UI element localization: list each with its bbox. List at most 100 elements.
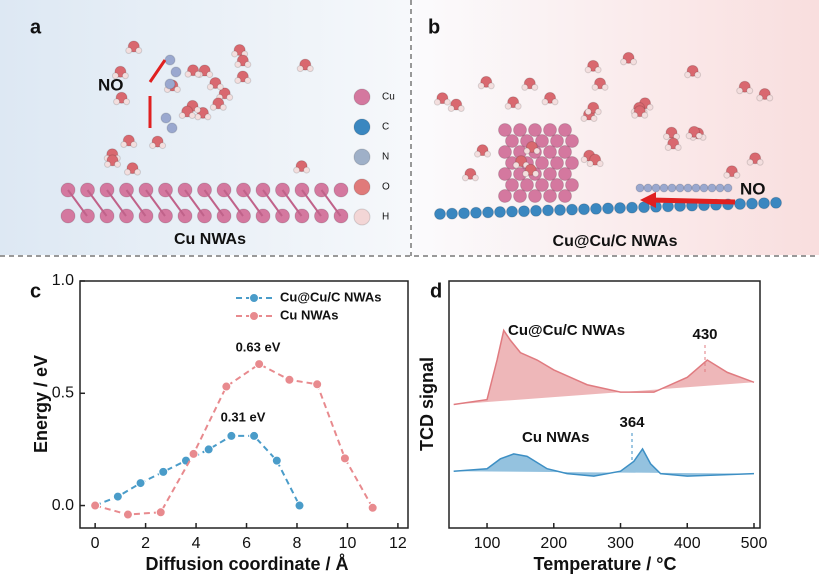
atom (734, 198, 746, 210)
atom (535, 178, 549, 192)
atom (125, 47, 133, 55)
x-tick-label: 400 (674, 535, 701, 552)
atom (584, 108, 592, 116)
atom (578, 203, 590, 216)
point (367, 502, 378, 513)
atom (149, 142, 157, 150)
atom (434, 208, 446, 220)
atom (443, 98, 451, 106)
atom (635, 183, 645, 193)
atom (541, 98, 549, 106)
atom (659, 183, 669, 193)
atom (565, 134, 579, 148)
legend-label: Cu NWAs (280, 307, 339, 322)
atom (188, 112, 196, 120)
x-axis-label: Temperature / °C (534, 554, 677, 574)
atom (566, 203, 578, 216)
point (249, 430, 260, 441)
legend-label: Cu@Cu/C NWAs (280, 289, 382, 304)
atom (558, 123, 572, 137)
atom (551, 98, 559, 106)
atom (558, 189, 572, 203)
x-tick-label: 500 (741, 535, 768, 552)
atom (594, 66, 602, 74)
atom (133, 168, 141, 176)
atom (620, 58, 628, 66)
bond (203, 189, 225, 217)
atom (531, 83, 539, 91)
atom (528, 189, 542, 203)
atom (353, 148, 371, 166)
atom (204, 113, 212, 121)
atom (114, 160, 122, 168)
point (122, 509, 133, 520)
point (294, 500, 305, 511)
legend-label: O (382, 182, 390, 193)
atom (667, 183, 677, 193)
point (271, 455, 282, 466)
atom (123, 98, 131, 106)
atom (691, 183, 701, 193)
atom (518, 205, 530, 218)
panel-label: c (30, 280, 41, 302)
atom (159, 142, 167, 150)
caption: Cu NWAs (174, 231, 246, 248)
atom (663, 133, 671, 141)
point (221, 381, 232, 392)
bond (86, 189, 108, 217)
point (203, 444, 214, 455)
atom (470, 206, 482, 219)
atom (580, 114, 588, 122)
series-line (453, 328, 755, 406)
atom (591, 83, 599, 91)
atom (550, 178, 564, 192)
y-axis-label: TCD signal (417, 357, 437, 451)
atom (631, 111, 639, 119)
atom (514, 102, 522, 110)
bond (242, 189, 264, 217)
y-tick-label: 1.0 (52, 272, 74, 289)
atom (244, 61, 252, 69)
series-label: Cu NWAs (522, 429, 590, 446)
atom (512, 161, 520, 169)
series-label: Cu@Cu/C NWAs (508, 322, 625, 339)
x-tick-label: 12 (389, 535, 407, 552)
atom (685, 132, 693, 140)
series-line (94, 362, 374, 516)
atom (244, 77, 252, 85)
atom (113, 98, 121, 106)
atom (532, 170, 540, 178)
point (158, 466, 169, 477)
atom (471, 174, 479, 182)
atom (505, 178, 519, 192)
molecule-label: NO (740, 179, 766, 198)
atom (194, 113, 202, 121)
point (112, 491, 123, 502)
atom (123, 168, 131, 176)
atom (498, 167, 512, 181)
atom (770, 196, 782, 209)
atom (484, 150, 492, 158)
atom (482, 206, 494, 219)
point (284, 374, 295, 385)
atom (594, 108, 602, 116)
atom (173, 86, 181, 94)
atom (695, 132, 703, 140)
atom (353, 208, 371, 226)
atom (756, 94, 764, 102)
plot-frame (79, 280, 409, 529)
atom (458, 207, 470, 220)
x-axis-label: Diffusion coordinate / Å (145, 554, 348, 574)
atom (498, 123, 512, 137)
atom (626, 201, 638, 214)
panel-label: b (428, 16, 440, 38)
legend-marker (249, 293, 259, 303)
atom (523, 147, 531, 155)
atom (487, 82, 495, 90)
illustration (60, 40, 782, 226)
atom (226, 93, 234, 101)
atom (543, 189, 557, 203)
area-fill (453, 330, 754, 405)
atom (733, 171, 741, 179)
